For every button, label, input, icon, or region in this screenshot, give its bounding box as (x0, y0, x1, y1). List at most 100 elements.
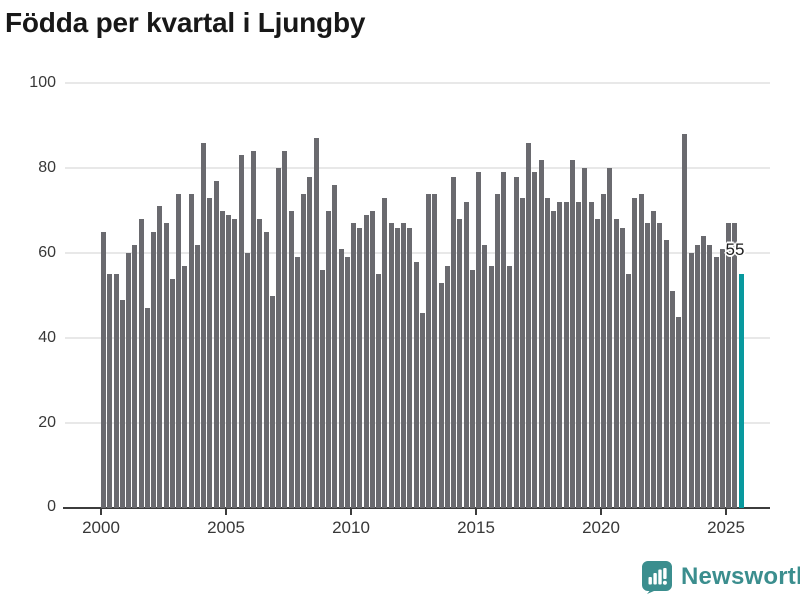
bar (663, 240, 669, 508)
bar (707, 244, 713, 508)
bar (169, 278, 175, 508)
bar (307, 176, 313, 508)
chart-title: Födda per kvartal i Ljungby (5, 7, 366, 38)
bar (607, 168, 613, 508)
bar (676, 316, 681, 508)
bar (213, 180, 219, 508)
x-tick-label: 2020 (582, 518, 620, 537)
bar (682, 134, 688, 508)
bar (694, 244, 700, 508)
x-axis-tick (725, 509, 727, 515)
bar (407, 227, 413, 508)
bar (476, 172, 481, 508)
bar (269, 295, 275, 508)
y-tick-label: 0 (47, 497, 56, 515)
bar (138, 219, 144, 508)
bar (557, 202, 563, 508)
bar-chart-speech-bubble-icon (642, 561, 672, 594)
bar (613, 219, 619, 508)
bar (263, 231, 269, 508)
x-tick-label: 2000 (82, 518, 120, 537)
bar (601, 193, 606, 508)
bar (701, 236, 706, 508)
newsworthy-logo[interactable]: Newsworthy (641, 560, 800, 594)
bar (594, 219, 600, 508)
bar (301, 193, 306, 508)
bar (726, 223, 731, 508)
bar (413, 261, 419, 508)
bar (232, 219, 238, 508)
bar (482, 244, 488, 508)
y-tick-label: 100 (29, 74, 56, 91)
bar (351, 223, 356, 508)
bar (444, 265, 450, 508)
highlighted-bar (738, 274, 744, 508)
bar (332, 185, 338, 508)
bar (226, 214, 231, 508)
bar (288, 210, 294, 508)
x-axis-tick (475, 509, 477, 515)
bar (382, 197, 388, 508)
bar (657, 223, 663, 508)
bar (207, 197, 213, 508)
bar (194, 244, 200, 508)
bar (126, 253, 131, 508)
bar (576, 202, 581, 508)
bar (101, 231, 106, 508)
x-axis-tick (600, 509, 602, 515)
bar (144, 308, 150, 508)
gridline (65, 82, 770, 84)
bar (338, 248, 344, 508)
x-axis-tick (100, 509, 102, 515)
bar (313, 138, 319, 508)
bar (538, 159, 544, 508)
gridline (65, 167, 770, 169)
bar (732, 223, 738, 508)
bar (638, 193, 644, 508)
bar (463, 202, 469, 508)
bar (419, 312, 425, 508)
bar (113, 274, 119, 508)
x-axis-tick (350, 509, 352, 515)
bar (507, 265, 513, 508)
bar (569, 159, 575, 508)
bar (713, 257, 719, 508)
bar (394, 227, 400, 508)
bar (163, 223, 169, 508)
bar (426, 193, 431, 508)
bar (563, 202, 569, 508)
y-tick-label: 60 (38, 244, 56, 261)
bar (132, 244, 138, 508)
bar (388, 223, 394, 508)
bar (651, 210, 656, 508)
bar (257, 219, 263, 508)
bar (519, 197, 525, 508)
bar (344, 257, 350, 508)
y-tick-label: 80 (38, 159, 56, 176)
bar (457, 219, 463, 508)
bar (369, 210, 375, 508)
bar (282, 151, 288, 508)
bar (251, 151, 256, 508)
bar (669, 291, 675, 508)
bar (526, 142, 531, 508)
bar (244, 253, 250, 508)
bar (363, 214, 369, 508)
x-axis-tick (225, 509, 227, 515)
x-tick-label: 2025 (707, 518, 745, 537)
bar (176, 193, 181, 508)
bar (357, 227, 363, 508)
gridline (65, 252, 770, 254)
newsworthy-wordmark: Newsworthy (681, 563, 800, 590)
bar (501, 172, 506, 508)
bar (469, 270, 475, 508)
bar (719, 248, 725, 508)
bar (319, 270, 325, 508)
bar (688, 253, 694, 508)
bar (157, 206, 163, 508)
bar (432, 193, 438, 508)
bar (626, 274, 631, 508)
bar (544, 197, 550, 508)
